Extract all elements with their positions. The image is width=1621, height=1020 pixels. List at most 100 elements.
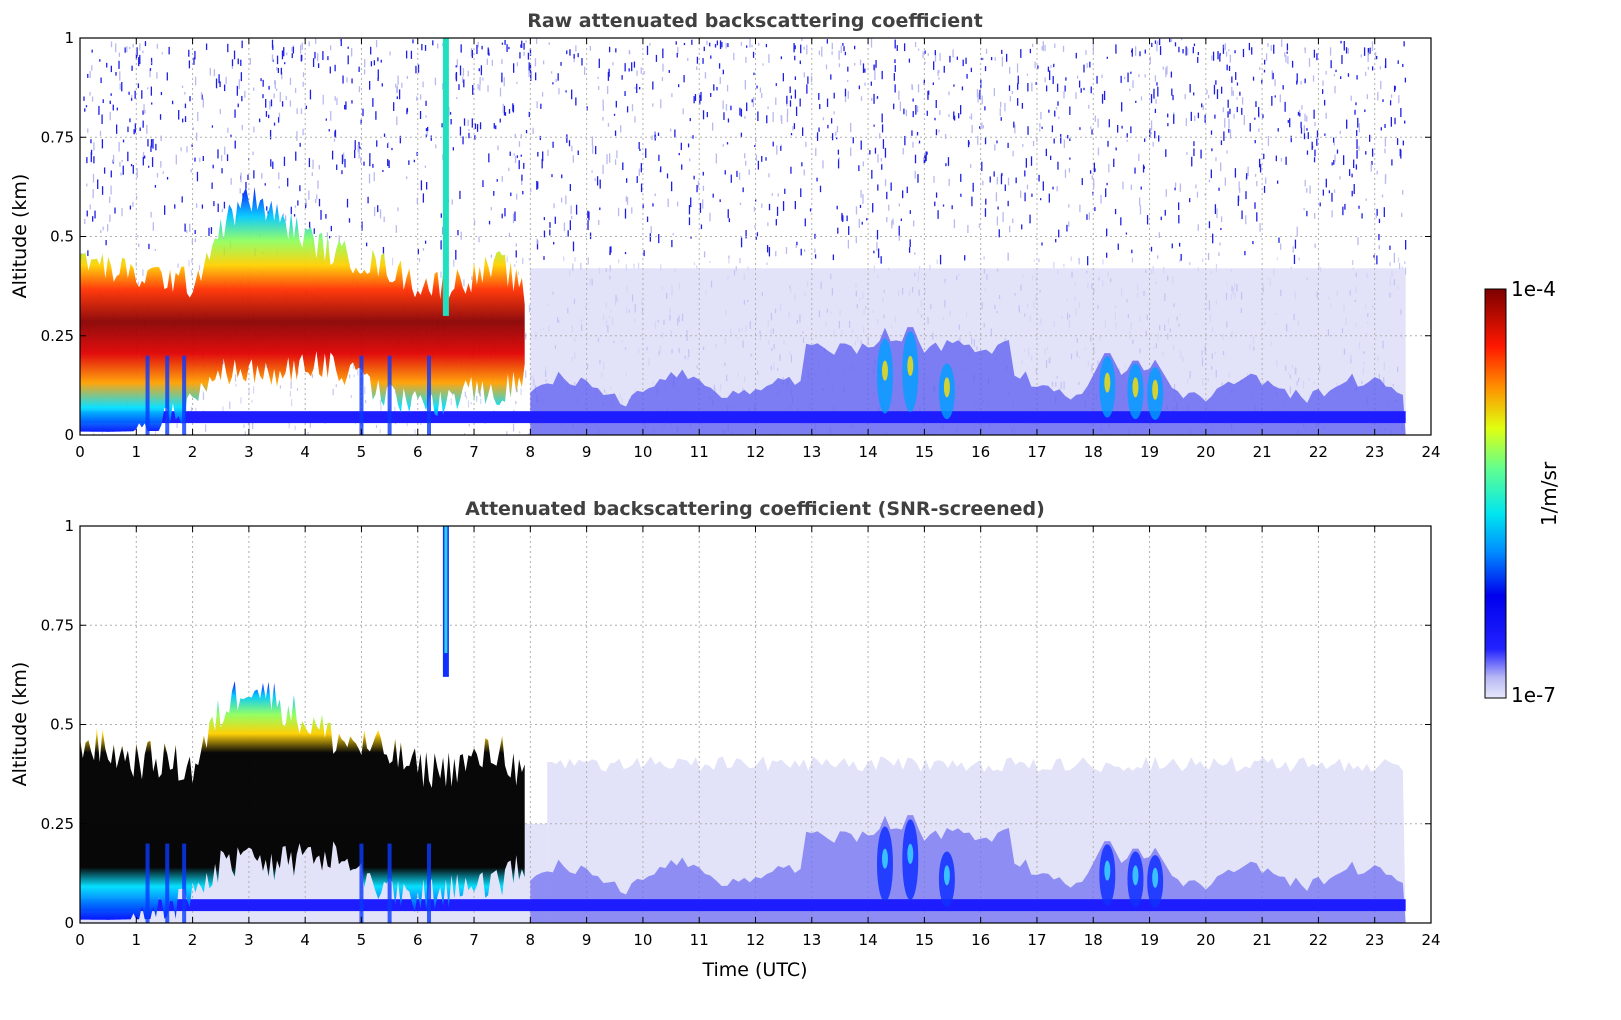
- noise-speck: [943, 65, 945, 73]
- noise-speck: [1202, 258, 1204, 262]
- noise-speck: [389, 51, 391, 56]
- noise-speck: [882, 297, 884, 303]
- noise-speck: [693, 96, 695, 104]
- noise-speck: [621, 397, 623, 405]
- noise-speck: [1145, 330, 1147, 336]
- noise-speck: [670, 330, 672, 337]
- noise-speck: [440, 271, 442, 278]
- noise-speck: [381, 83, 383, 87]
- noise-speck: [893, 103, 895, 110]
- noise-speck: [677, 318, 679, 326]
- noise-speck: [1039, 123, 1041, 128]
- noise-speck: [1380, 80, 1382, 90]
- x-tick-label: 22: [1309, 443, 1328, 461]
- noise-speck: [599, 207, 601, 211]
- noise-speck: [986, 274, 988, 280]
- noise-speck: [775, 219, 777, 226]
- top-axis-ticks: 0 1 2 3 4 5 6 7 8 9 10 11 12 13 14 15 16 17 18 19 20 21 22 23 24…: [41, 29, 1441, 461]
- noise-speck: [190, 407, 193, 414]
- noise-speck: [751, 99, 753, 103]
- noise-speck: [1165, 67, 1167, 78]
- noise-speck: [671, 93, 673, 98]
- noise-speck: [520, 133, 522, 139]
- noise-speck: [315, 38, 317, 44]
- noise-speck: [681, 164, 683, 170]
- noise-speck: [516, 81, 518, 84]
- noise-speck: [1364, 71, 1367, 76]
- x-tick-label: 12: [746, 931, 765, 949]
- noise-speck: [353, 374, 355, 378]
- noise-speck: [1154, 40, 1157, 44]
- noise-speck: [1078, 257, 1080, 265]
- noise-speck: [625, 196, 627, 202]
- noise-speck: [142, 50, 144, 54]
- noise-speck: [440, 213, 442, 218]
- noise-speck: [1376, 55, 1378, 60]
- noise-speck: [1196, 191, 1199, 198]
- noise-speck: [654, 132, 656, 141]
- noise-speck: [598, 267, 601, 275]
- colorbar-max-label: 1e-4: [1511, 277, 1556, 301]
- noise-speck: [1091, 129, 1093, 135]
- noise-speck: [803, 249, 806, 252]
- noise-speck: [998, 229, 1000, 238]
- noise-speck: [1126, 299, 1128, 303]
- noise-speck: [908, 58, 911, 63]
- noise-speck: [1086, 63, 1088, 68]
- noise-speck: [470, 47, 473, 57]
- noise-speck: [908, 247, 911, 253]
- noise-speck: [981, 57, 983, 61]
- noise-speck: [573, 55, 575, 63]
- noise-speck: [1170, 71, 1173, 78]
- noise-speck: [1364, 304, 1367, 309]
- noise-speck: [1098, 277, 1100, 281]
- noise-speck: [816, 132, 819, 141]
- noise-speck: [474, 135, 476, 140]
- noise-speck: [357, 367, 359, 376]
- noise-speck: [163, 205, 166, 215]
- noise-speck: [1300, 80, 1302, 85]
- noise-speck: [1313, 109, 1315, 119]
- noise-speck: [1004, 102, 1006, 112]
- noise-speck: [270, 159, 272, 167]
- noise-speck: [794, 76, 797, 81]
- noise-speck: [771, 348, 773, 352]
- noise-speck: [587, 220, 589, 231]
- noise-speck: [883, 289, 885, 293]
- noise-speck: [1122, 181, 1124, 190]
- noise-speck: [942, 204, 945, 207]
- noise-speck: [336, 164, 338, 170]
- x-tick-label: 6: [413, 931, 423, 949]
- x-tick-label: 10: [633, 443, 652, 461]
- noise-speck: [1331, 162, 1333, 166]
- noise-speck: [802, 330, 804, 334]
- noise-speck: [854, 45, 856, 50]
- noise-speck: [288, 422, 290, 429]
- noise-speck: [1091, 283, 1093, 289]
- noise-speck: [1261, 79, 1263, 84]
- noise-speck: [652, 81, 654, 90]
- noise-speck: [1322, 189, 1325, 196]
- noise-speck: [1012, 218, 1014, 224]
- noise-speck: [360, 156, 362, 163]
- noise-speck: [338, 235, 340, 244]
- noise-speck: [869, 150, 871, 155]
- noise-speck: [340, 38, 342, 47]
- noise-speck: [247, 174, 249, 180]
- noise-speck: [184, 91, 186, 95]
- noise-speck: [269, 130, 272, 140]
- noise-speck: [194, 238, 196, 243]
- noise-speck: [648, 358, 650, 367]
- noise-speck: [773, 344, 775, 349]
- noise-speck: [502, 103, 504, 113]
- noise-speck: [482, 77, 484, 81]
- noise-speck: [1215, 369, 1217, 378]
- noise-speck: [1158, 232, 1160, 238]
- noise-speck: [305, 105, 307, 110]
- noise-speck: [1304, 47, 1306, 54]
- noise-speck: [231, 66, 234, 69]
- noise-speck: [755, 236, 757, 240]
- noise-speck: [325, 118, 327, 121]
- noise-speck: [1262, 282, 1264, 290]
- noise-speck: [626, 197, 629, 205]
